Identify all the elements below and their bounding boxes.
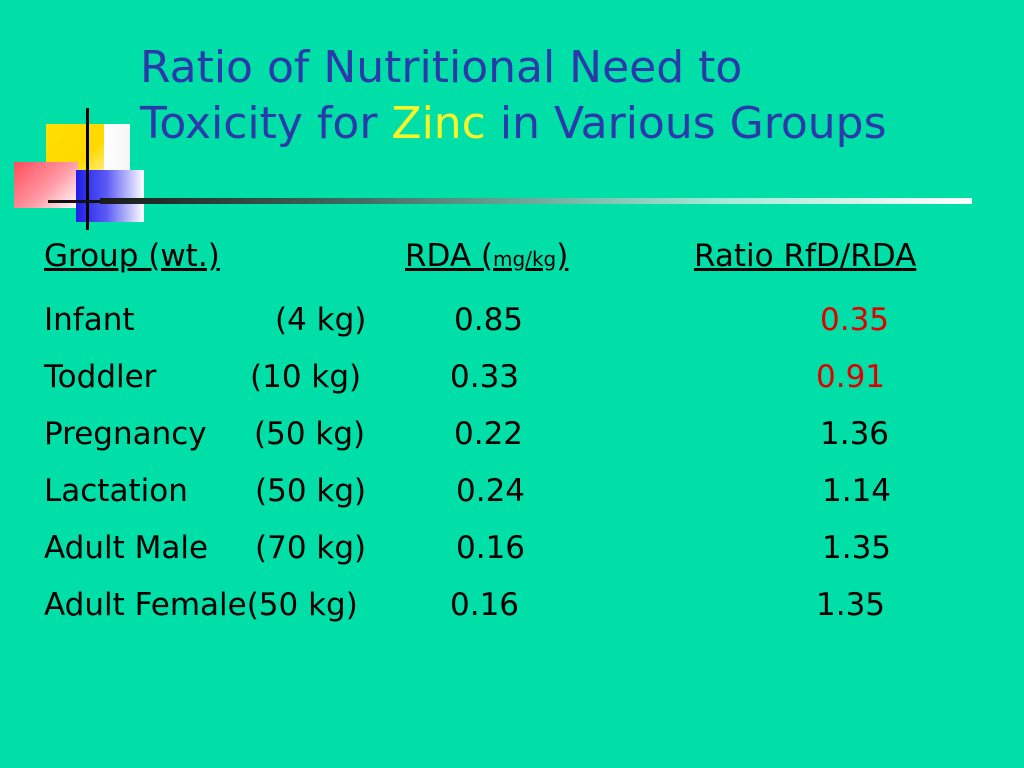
- row-ratio: 0.35: [820, 302, 890, 338]
- row-group: Toddler: [44, 359, 157, 395]
- row-rda: 0.24: [456, 473, 526, 509]
- row-rda: 0.16: [450, 587, 520, 623]
- row-rda: 0.33: [450, 359, 520, 395]
- horizontal-line-shape: [48, 200, 148, 203]
- header-ratio: Ratio RfD/RDA: [694, 238, 917, 274]
- table-row: Pregnancy (50 kg) 0.22 1.36: [44, 416, 1004, 456]
- title-text-before: Toxicity for: [140, 98, 392, 149]
- table-row: Adult Female(50 kg) 0.16 1.35: [44, 587, 1004, 627]
- row-group: Pregnancy: [44, 416, 207, 452]
- title-line-1: Ratio of Nutritional Need to: [140, 42, 743, 93]
- table-row: Toddler (10 kg) 0.33 0.91: [44, 359, 1004, 399]
- row-weight: (70 kg): [255, 530, 367, 566]
- header-group: Group (wt.): [44, 238, 220, 274]
- row-group-and-weight: Adult Female(50 kg): [44, 587, 358, 623]
- row-group: Infant: [44, 302, 135, 338]
- table-header-row: Group (wt.) RDA (mg/kg) Ratio RfD/RDA: [44, 238, 1004, 278]
- vertical-line-shape: [86, 108, 89, 230]
- header-rda-unit: mg/kg: [493, 247, 557, 271]
- row-rda: 0.22: [454, 416, 524, 452]
- row-group: Adult Female: [44, 587, 247, 623]
- table-row: Lactation (50 kg) 0.24 1.14: [44, 473, 1004, 513]
- row-group: Adult Male: [44, 530, 209, 566]
- header-rda: RDA (mg/kg): [405, 238, 568, 274]
- title-underline-rule: [100, 198, 972, 204]
- row-weight: (10 kg): [250, 359, 362, 395]
- table-row: Infant (4 kg) 0.85 0.35: [44, 302, 1004, 342]
- row-ratio: 1.35: [822, 530, 892, 566]
- row-weight: (4 kg): [275, 302, 367, 338]
- row-rda: 0.16: [456, 530, 526, 566]
- title-text-after: in Various Groups: [485, 98, 887, 149]
- title-highlight-zinc: Zinc: [391, 98, 486, 149]
- row-weight: (50 kg): [255, 473, 367, 509]
- row-ratio: 1.36: [820, 416, 890, 452]
- row-ratio: 1.14: [822, 473, 892, 509]
- row-weight: (50 kg): [254, 416, 366, 452]
- white-square-shape: [104, 124, 130, 172]
- row-weight: (50 kg): [246, 587, 358, 623]
- row-ratio: 0.91: [816, 359, 886, 395]
- row-ratio: 1.35: [816, 587, 886, 623]
- header-rda-prefix: RDA (: [405, 238, 494, 274]
- title-line-2: Toxicity for Zinc in Various Groups: [140, 96, 1010, 152]
- header-rda-suffix: ): [556, 238, 569, 274]
- row-rda: 0.85: [454, 302, 524, 338]
- decorative-logo: [0, 0, 160, 240]
- row-group: Lactation: [44, 473, 188, 509]
- slide-title: Ratio of Nutritional Need to Toxicity fo…: [140, 40, 1010, 152]
- table-row: Adult Male (70 kg) 0.16 1.35: [44, 530, 1004, 570]
